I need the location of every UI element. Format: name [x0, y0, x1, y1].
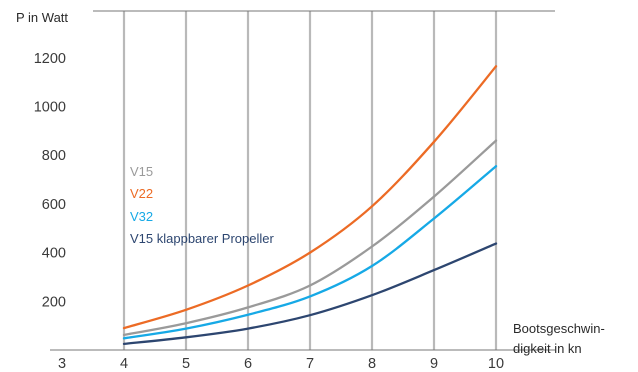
series-line-2	[122, 65, 498, 330]
y-tick-label: 1000	[34, 100, 66, 116]
gridlines	[122, 11, 498, 350]
y-tick-label: 200	[42, 294, 66, 310]
x-tick-label: 10	[488, 356, 504, 372]
y-ticks: 200 400 600 800 1000 1200	[34, 51, 66, 310]
y-tick-label: 400	[42, 246, 66, 262]
x-axis-label-line1: Bootsgeschwin-	[513, 321, 605, 336]
series-line-1	[122, 139, 498, 337]
y-tick-label: 1200	[34, 51, 66, 67]
x-tick-label: 3	[58, 356, 66, 372]
x-tick-label: 4	[120, 356, 128, 372]
x-tick-label: 8	[368, 356, 376, 372]
legend-entry-1: V15	[130, 164, 153, 179]
x-tick-label: 9	[430, 356, 438, 372]
y-tick-label: 800	[42, 148, 66, 164]
y-axis-label: P in Watt	[16, 10, 68, 25]
legend-entry-3: V32	[130, 209, 153, 224]
legend-entry-2: V22	[130, 186, 153, 201]
x-tick-label: 5	[182, 356, 190, 372]
x-tick-label: 6	[244, 356, 252, 372]
legend-entry-4: V15 klappbarer Propeller	[130, 231, 274, 246]
legend: V15 V22 V32 V15 klappbarer Propeller	[130, 164, 274, 246]
x-tick-label: 7	[306, 356, 314, 372]
series-line-4	[122, 242, 498, 346]
series-line-3	[122, 165, 498, 340]
y-tick-label: 600	[42, 197, 66, 213]
x-axis-label-line2: digkeit in kn	[513, 341, 582, 356]
series-lines	[122, 65, 498, 346]
x-ticks: 3 4 5 6 7 8 9 10	[58, 356, 504, 372]
